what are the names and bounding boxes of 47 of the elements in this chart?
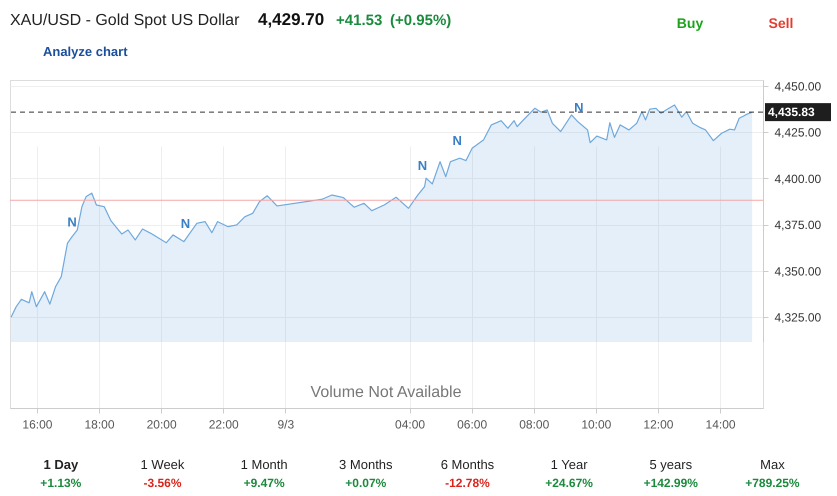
x-tick-label: 18:00 [84, 418, 115, 432]
x-tick-label: 04:00 [395, 418, 426, 432]
x-tick-label: 06:00 [457, 418, 488, 432]
text: 4,429.70 [258, 10, 324, 29]
text: +789.25% [745, 476, 800, 490]
text: 1 Week [140, 457, 185, 472]
text: +1.13% [40, 476, 82, 490]
text: Volume Not Available [310, 384, 462, 401]
text: +24.67% [545, 476, 594, 490]
annotation: N [574, 100, 584, 115]
x-tick-label: 22:00 [208, 418, 240, 432]
x-tick-label: 9/3 [277, 418, 294, 432]
text: Sell [768, 15, 794, 31]
y-tick-label: 4,375.00 [774, 218, 822, 232]
text: Buy [676, 15, 704, 31]
y-tick-label: 4,400.00 [774, 172, 822, 186]
annotation: N [418, 158, 428, 174]
ref-line-label: 4,435.83 [768, 105, 816, 120]
y-tick-label: 4,425.00 [774, 126, 822, 140]
text: 5 years [649, 457, 693, 472]
text: -3.56% [143, 476, 182, 490]
x-tick-label: 08:00 [519, 418, 550, 432]
text: +41.53 [336, 12, 382, 29]
annotation: N [67, 214, 77, 230]
text: +0.07% [345, 476, 387, 490]
x-tick-label: 12:00 [643, 418, 674, 432]
text: -12.78% [445, 476, 490, 490]
annotation: N [452, 132, 462, 148]
text: +9.47% [244, 476, 285, 490]
text: Max [760, 457, 786, 472]
chart-title: XAU/USD - Gold Spot US Dollar [10, 12, 240, 29]
x-tick-label: 10:00 [581, 418, 612, 432]
text: 6 Months [440, 457, 495, 472]
x-tick-label: 20:00 [146, 418, 177, 432]
x-tick-label: 16:00 [22, 418, 53, 432]
text: 1 Year [550, 457, 588, 472]
text: 1 Month [240, 457, 288, 472]
text: Analyze chart [43, 44, 128, 59]
text: +142.99% [644, 476, 698, 490]
x-tick-label: 14:00 [706, 418, 736, 432]
text: (+0.95%) [390, 12, 452, 29]
y-tick-label: 4,450.00 [774, 79, 822, 94]
annotation: N [180, 216, 190, 231]
y-tick-label: 4,350.00 [774, 264, 822, 278]
y-tick-label: 4,325.00 [774, 310, 822, 325]
text: 1 Day [43, 457, 79, 472]
text: 3 Months [339, 457, 394, 472]
